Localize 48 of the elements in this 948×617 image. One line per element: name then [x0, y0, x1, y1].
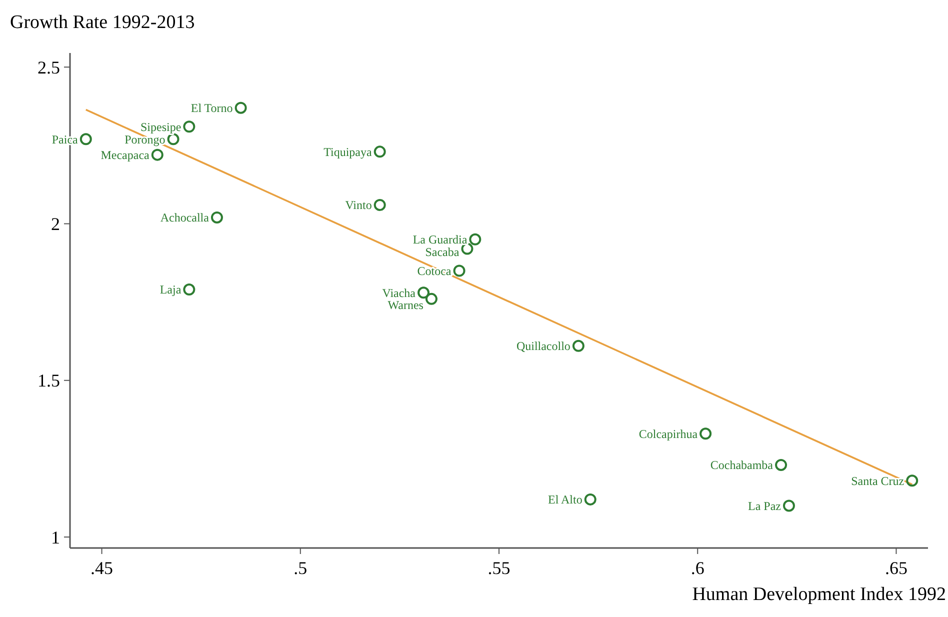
data-label: El Alto [548, 492, 582, 507]
y-tick-label: 1.5 [38, 370, 60, 391]
point [700, 428, 712, 440]
point [572, 340, 584, 352]
point [210, 211, 223, 224]
point [425, 292, 438, 305]
data-label: Sipesipe [140, 120, 182, 134]
point [775, 458, 788, 471]
data-label: El Torno [190, 101, 233, 116]
data-label: Vinto [345, 198, 372, 212]
data-label: Laja [160, 282, 182, 297]
point [374, 146, 386, 158]
data-label: Tiquipaya [324, 144, 372, 159]
x-tick-label: .65 [884, 558, 908, 578]
point [167, 133, 180, 146]
x-tick-label: .5 [294, 558, 308, 578]
point [183, 284, 196, 296]
data-label: Quillacollo [516, 339, 570, 354]
point [151, 148, 164, 161]
point [374, 198, 386, 211]
y-axis-title: Growth Rate 1992-2013 [10, 12, 195, 33]
data-label: Achocalla [160, 210, 210, 225]
x-tick-label: .6 [690, 558, 704, 578]
data-label: Colcapirhua [638, 426, 698, 441]
point [584, 493, 596, 506]
data-label: Cochabamba [710, 458, 774, 472]
data-label: Santa Cruz [851, 474, 904, 488]
data-label: Warnes [388, 298, 424, 312]
y-tick-label: 1 [51, 527, 60, 548]
y-tick-label: 2.5 [38, 57, 60, 78]
point [234, 102, 247, 114]
point [906, 474, 918, 487]
point [461, 242, 474, 255]
y-tick-label: 2 [51, 214, 60, 234]
data-label: La Paz [748, 498, 781, 513]
point [418, 286, 430, 299]
data-label: Viacha [382, 286, 416, 300]
point [80, 133, 92, 146]
x-axis-title: Human Development Index 1992 [692, 584, 946, 605]
data-label: Sacaba [425, 245, 460, 260]
x-tick-label: .55 [488, 558, 510, 578]
x-tick-label: .45 [90, 558, 114, 578]
point [782, 500, 795, 512]
data-label: Mecapaca [100, 148, 150, 162]
data-label: La Guardia [412, 232, 468, 247]
point [469, 233, 482, 246]
point [183, 120, 196, 133]
point [453, 264, 466, 277]
